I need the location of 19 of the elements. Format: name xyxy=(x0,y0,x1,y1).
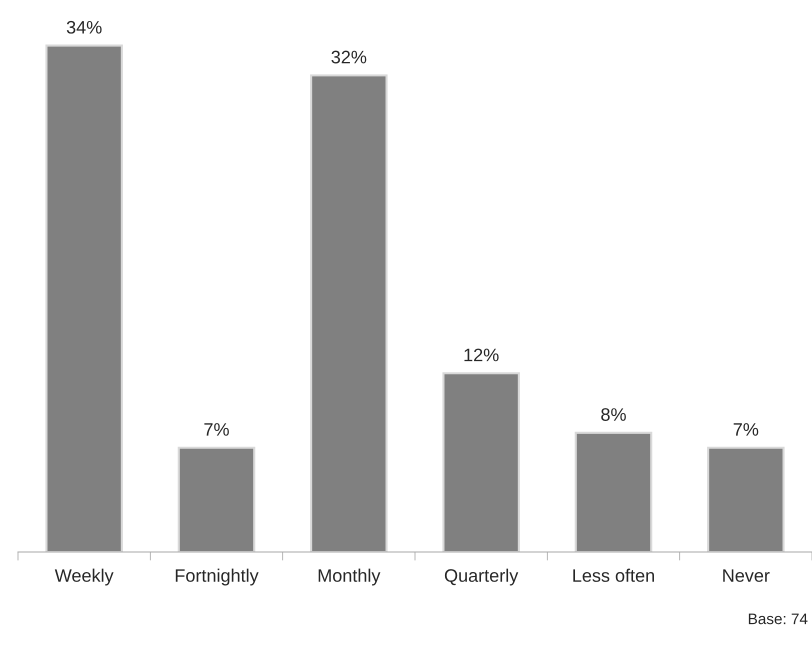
data-label: 34% xyxy=(66,20,102,34)
x-tick-label: Less often xyxy=(573,568,654,582)
x-tick-label: Never xyxy=(723,569,770,582)
x-tick-label: Fortnightly xyxy=(176,568,259,586)
x-tick-label: Monthly xyxy=(318,568,380,586)
bar xyxy=(574,432,652,552)
data-label: 32% xyxy=(331,50,366,64)
data-label: 12% xyxy=(464,348,499,362)
bar xyxy=(178,446,256,552)
bar xyxy=(707,446,785,552)
text: Base: 74 xyxy=(748,614,808,624)
data-label: 8% xyxy=(601,408,626,421)
data-label: 7% xyxy=(204,423,229,436)
bar xyxy=(442,372,520,552)
bar xyxy=(310,74,388,552)
bar xyxy=(45,44,123,552)
x-tick-label: Weekly xyxy=(54,568,114,586)
data-label: 7% xyxy=(734,423,758,436)
x-tick-label: Quarterly xyxy=(444,568,518,586)
